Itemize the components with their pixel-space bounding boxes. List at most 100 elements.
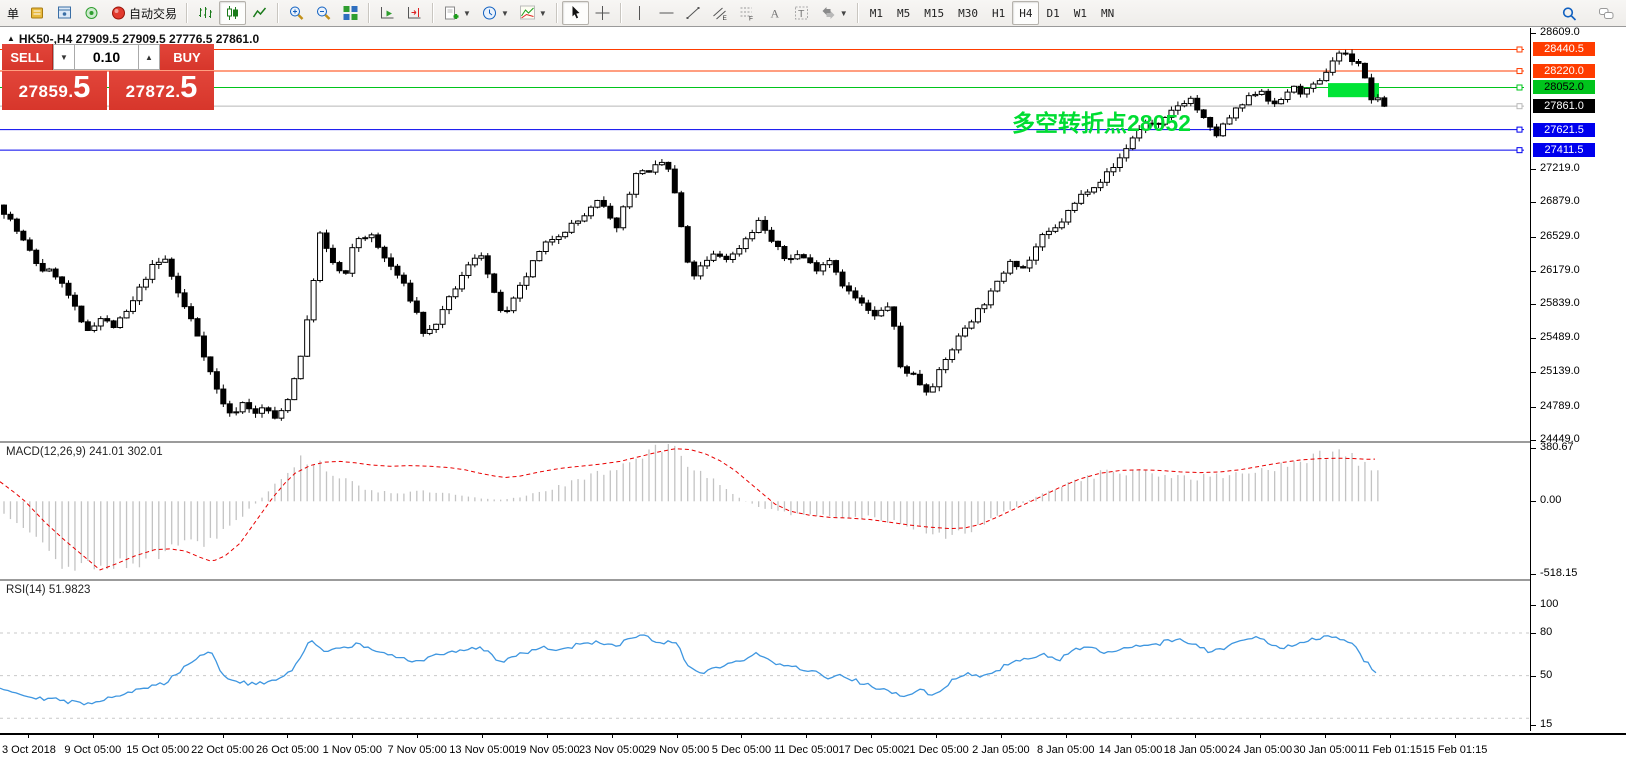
rsi-tick-label: 100 — [1540, 597, 1559, 610]
macd-chart — [0, 444, 1379, 571]
pivot-annotation-text[interactable]: 多空转折点28052 — [1012, 110, 1191, 136]
time-tick-label: 14 Jan 05:00 — [1098, 744, 1163, 756]
auto-scroll-button[interactable] — [374, 1, 401, 25]
zoom-out-button[interactable] — [310, 1, 337, 25]
price-axis[interactable]: 28609.0 27219.0 26879.0 26529.0 26179.0 25839… — [1530, 26, 1626, 731]
line-chart-button[interactable] — [246, 1, 273, 25]
price-tick-label: 25139.0 — [1540, 365, 1580, 378]
buy-price[interactable]: 27872. 5 — [109, 71, 214, 110]
sell-price-dot: . — [68, 82, 74, 101]
volume-increase-button[interactable]: ▲ — [138, 44, 160, 70]
timeframe-mn-button[interactable]: MN — [1100, 6, 1115, 20]
fibonacci-button[interactable]: F — [734, 1, 761, 25]
new-order-button[interactable]: ▼ — [438, 1, 476, 25]
current-price-label: 27861.0 — [1533, 99, 1595, 114]
time-tick-label: 19 Nov 05:00 — [514, 744, 580, 756]
dropdown-arrow-icon[interactable]: ▼ — [839, 8, 848, 18]
sell-price[interactable]: 27859. 5 — [2, 71, 107, 110]
volume-input[interactable]: 0.10 — [75, 44, 138, 70]
cursor-button[interactable] — [561, 1, 589, 25]
time-tick-label: 3 Oct 2018 — [2, 744, 56, 756]
one-click-trade-panel: SELL ▼ 0.10 ▲ BUY 27859. 5 27872. 5 — [2, 44, 214, 110]
trendline-button[interactable] — [680, 1, 707, 25]
sell-price-frac: 5 — [73, 69, 91, 104]
chat-icon[interactable] — [1593, 2, 1620, 26]
time-tick-label: 18 Jan 05:00 — [1163, 744, 1228, 756]
time-tick-label: 9 Oct 05:00 — [64, 744, 122, 756]
dropdown-arrow-icon[interactable]: ▼ — [500, 8, 509, 18]
volume-decrease-button[interactable]: ▼ — [53, 44, 75, 70]
price-tick-label: 24449.0 — [1540, 433, 1580, 445]
period-button[interactable]: ▼ — [476, 1, 514, 25]
timeframe-m5-button[interactable]: M5 — [896, 6, 911, 20]
tile-windows-button[interactable] — [337, 1, 364, 25]
price-tick-label: 25489.0 — [1540, 331, 1580, 344]
level-price-label: 28052.0 — [1533, 80, 1595, 95]
horizontal-line-button[interactable] — [653, 1, 680, 25]
search-icon[interactable] — [1556, 2, 1583, 26]
time-tick-label: 17 Dec 05:00 — [838, 744, 904, 756]
rsi-label: RSI(14) 51.9823 — [6, 584, 91, 596]
collapse-triangle-icon[interactable]: ▲ — [7, 34, 15, 43]
time-tick-label: 29 Nov 05:00 — [643, 744, 710, 756]
time-tick-label: 26 Oct 05:00 — [255, 744, 319, 756]
time-tick-label: 22 Oct 05:00 — [191, 744, 255, 756]
time-axis[interactable]: 3 Oct 2018 9 Oct 05:00 15 Oct 05:00 22 Oct … — [0, 733, 1626, 769]
price-tick-label: 26179.0 — [1540, 263, 1580, 276]
dropdown-arrow-icon[interactable]: ▼ — [538, 8, 547, 18]
autotrading-button[interactable]: 自动交易 — [105, 1, 182, 25]
chart-window: ▲ HK50-,H4 27909.5 27909.5 27776.5 27861.… — [0, 26, 1626, 769]
buy-price-int: 27872 — [125, 82, 176, 101]
time-tick-label: 23 Nov 05:00 — [579, 744, 645, 756]
crosshair-button[interactable] — [589, 1, 616, 25]
sell-button[interactable]: SELL — [2, 44, 53, 70]
timeframe-h1-button[interactable]: H1 — [991, 6, 1006, 20]
rsi-tick-label: 80 — [1540, 626, 1553, 638]
timeframe-m1-button[interactable]: M1 — [869, 6, 883, 20]
timeframe-d1-button[interactable]: D1 — [1046, 6, 1060, 20]
channel-button[interactable]: E — [707, 1, 734, 25]
indicators-button[interactable]: ▼ — [514, 1, 552, 25]
rsi-pane[interactable]: RSI(14) 51.9823 — [0, 579, 1530, 731]
price-tick-label: 27219.0 — [1540, 161, 1580, 174]
price-tick-label: 26529.0 — [1540, 229, 1580, 242]
time-tick-label: 30 Jan 05:00 — [1293, 744, 1357, 756]
buy-button[interactable]: BUY — [160, 44, 214, 70]
macd-pane[interactable]: MACD(12,26,9) 241.01 302.01 — [0, 441, 1530, 579]
bar-chart-button[interactable] — [192, 1, 219, 25]
time-tick-label: 1 Nov 05:00 — [322, 744, 382, 756]
buy-price-frac: 5 — [180, 69, 198, 104]
price-pane[interactable]: ▲ HK50-,H4 27909.5 27909.5 27776.5 27861.… — [0, 28, 1530, 441]
vertical-line-button[interactable] — [626, 1, 653, 25]
market-watch-icon[interactable] — [24, 1, 51, 25]
time-tick-label: 11 Dec 05:00 — [774, 744, 839, 756]
timeframe-m30-button[interactable]: M30 — [958, 6, 978, 20]
chart-shift-button[interactable] — [401, 1, 428, 25]
time-tick-label: 21 Dec 05:00 — [903, 744, 969, 756]
timeframe-h4-button[interactable]: H4 — [1012, 1, 1040, 25]
level-price-label: 28220.0 — [1533, 64, 1595, 79]
macd-tick-label: -518.15 — [1540, 566, 1578, 579]
zoom-in-button[interactable] — [283, 1, 310, 25]
timeframe-m15-button[interactable]: M15 — [924, 6, 945, 20]
dropdown-arrow-icon[interactable]: ▼ — [463, 8, 471, 18]
time-tick-label: 2 Jan 05:00 — [972, 744, 1030, 756]
arrows-button[interactable]: ▼ — [815, 1, 853, 25]
text-label-button[interactable]: T — [788, 1, 815, 25]
rsi-chart — [0, 632, 1530, 719]
navigator-icon[interactable] — [78, 1, 105, 25]
macd-tick-label: 0.00 — [1540, 494, 1562, 507]
time-tick-label: 24 Jan 05:00 — [1228, 744, 1293, 756]
level-price-label: 28440.5 — [1533, 42, 1595, 57]
sell-price-int: 27859 — [18, 82, 69, 101]
rsi-tick-label: 15 — [1540, 718, 1553, 731]
text-button[interactable]: A — [761, 1, 788, 25]
price-tick-label: 25839.0 — [1540, 297, 1580, 309]
price-tick-label: 26879.0 — [1540, 195, 1580, 208]
candlestick-chart[interactable] — [0, 28, 1530, 441]
timeframe-w1-button[interactable]: W1 — [1073, 6, 1087, 20]
svg-text:E: E — [722, 15, 727, 21]
data-window-icon[interactable] — [51, 1, 78, 25]
candlestick-chart-button[interactable] — [219, 1, 247, 25]
time-tick-label: 13 Nov 05:00 — [449, 744, 515, 756]
